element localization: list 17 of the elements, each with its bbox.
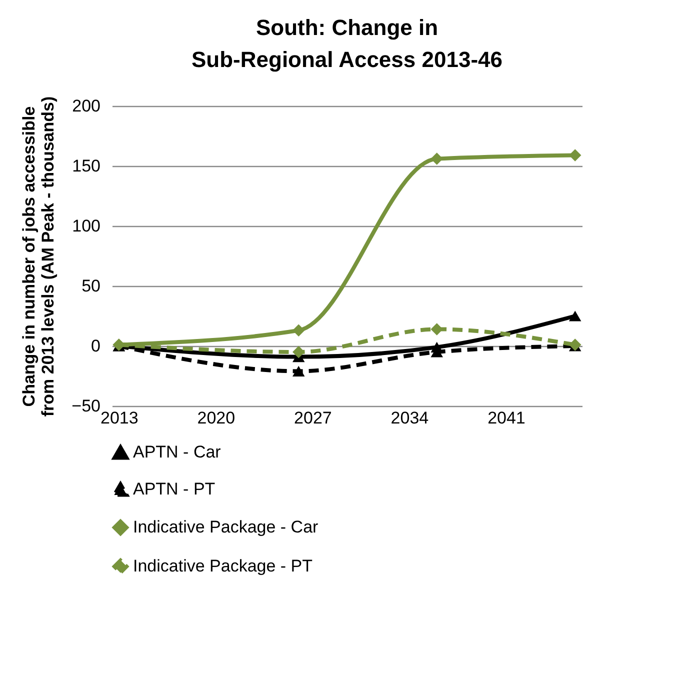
legend-label: APTN - PT — [133, 480, 216, 498]
legend-label: Indicative Package - Car — [133, 518, 319, 536]
x-tick-label: 2027 — [294, 408, 332, 428]
y-tick-label: 0 — [91, 336, 100, 356]
x-tick-label: 2020 — [197, 408, 236, 428]
chart-title: South: Change in Sub-Regional Access 2013-46 — [192, 14, 502, 72]
legend-label: APTN - Car — [133, 442, 222, 462]
x-tick-label: 2041 — [488, 408, 526, 428]
y-tick-label: 200 — [72, 96, 100, 116]
y-tick-label: 150 — [72, 156, 100, 176]
x-tick-label: 2034 — [390, 408, 429, 428]
y-tick-label: −50 — [72, 396, 100, 416]
y-tick-label: 50 — [82, 276, 100, 296]
y-tick-label: 100 — [72, 216, 100, 236]
x-tick-label: 2013 — [100, 408, 138, 428]
legend-label: Indicative Package - PT — [133, 556, 313, 576]
y-axis-title: Change in number of jobs accessible from 2013 levels (AM Peak - thousands) — [20, 96, 58, 417]
